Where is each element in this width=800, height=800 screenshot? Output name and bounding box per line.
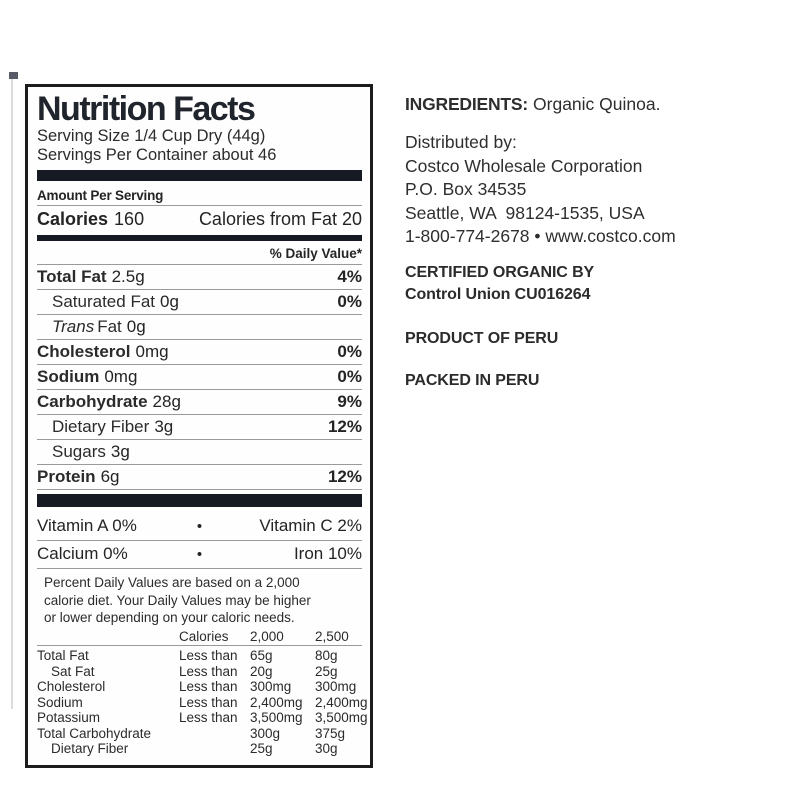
servings-per-container: Servings Per Container about 46 [37, 146, 277, 164]
reference-table-row: Dietary Fiber 25g 30g [51, 741, 338, 756]
nutrient-row-total-fat: Total Fat 2.5g 4% [37, 265, 362, 290]
daily-value-header: % Daily Value* [37, 244, 362, 265]
distributed-by-label: Distributed by: [405, 132, 517, 152]
distributor-po-box: P.O. Box 34535 [405, 179, 527, 199]
scan-artifact-line [11, 79, 13, 709]
reference-table-row: Total Fat Less than 65g 80g [37, 648, 338, 663]
nutrition-facts-panel: Nutrition Facts Serving Size 1/4 Cup Dry… [25, 84, 373, 768]
reference-values-table: Calories 2,000 2,500 Total Fat Less than… [37, 629, 368, 757]
divider-bar-thick [37, 494, 362, 507]
certified-organic-by: CERTIFIED ORGANIC BY [405, 263, 595, 281]
distributor-name: Costco Wholesale Corporation [405, 155, 643, 176]
reference-table-row: Sat Fat Less than 20g 25g [51, 663, 338, 679]
reference-table-row: Cholesterol Less than 300mg 300mg [37, 679, 357, 694]
reference-table-row: Sodium Less than 2,400mg 2,400mg [37, 694, 368, 710]
bullet-separator: • [196, 546, 203, 563]
product-info-panel: INGREDIENTS: Organic Quinoa. Distributed … [405, 93, 765, 390]
nutrient-row-sugars: Sugars 3g [37, 440, 362, 465]
nutrition-facts-title: Nutrition Facts [37, 90, 256, 128]
calories-label: Calories [37, 209, 109, 229]
micronutrient-row-vitamins: Vitamin A 0% • Vitamin C 2% [37, 513, 362, 541]
nutrient-row-dietary-fiber: Dietary Fiber 3g 12% [37, 415, 362, 440]
reference-table-row: Potassium Less than 3,500mg 3,500mg [37, 710, 368, 725]
nutrient-row-protein: Protein 6g 12% [37, 465, 362, 490]
certifier-id: Control Union CU016264 [405, 285, 591, 303]
serving-size: Serving Size 1/4 Cup Dry (44g) [37, 127, 266, 145]
bullet-separator: • [196, 518, 203, 535]
divider-bar-medium [37, 235, 362, 241]
ingredients-label: INGREDIENTS: [405, 94, 529, 114]
ingredients-line: INGREDIENTS: Organic Quinoa. [405, 93, 765, 115]
daily-values-footnote: Percent Daily Values are based on a 2,00… [44, 575, 311, 625]
nutrient-row-sodium: Sodium 0mg 0% [37, 365, 362, 390]
packed-in-peru: PACKED IN PERU [405, 371, 540, 389]
nutrient-row-saturated-fat: Saturated Fat 0g 0% [37, 290, 362, 315]
calories-value: 160 [114, 209, 145, 229]
scan-artifact-speck [9, 72, 18, 79]
distributor-city: Seattle, WA 98124-1535, USA [405, 202, 645, 223]
micronutrient-row-minerals: Calcium 0% • Iron 10% [37, 541, 362, 569]
calories-from-fat: Calories from Fat 20 [198, 209, 362, 229]
calories-row: Calories 160 Calories from Fat 20 [37, 206, 362, 232]
nutrient-row-trans-fat: Trans Fat 0g [37, 315, 362, 340]
divider-bar-thick [37, 170, 362, 181]
nutrient-row-carbohydrate: Carbohydrate 28g 9% [37, 390, 362, 415]
reference-table-row: Total Carbohydrate 300g 375g [37, 725, 346, 741]
product-of-peru: PRODUCT OF PERU [405, 329, 559, 347]
amount-per-serving-label: Amount Per Serving [37, 186, 362, 206]
reference-table-header: Calories 2,000 2,500 [37, 629, 362, 646]
certified-organic-block: CERTIFIED ORGANIC BY Control Union CU016… [405, 262, 765, 306]
distributor-phone-web: 1-800-774-2678 • www.costco.com [405, 226, 676, 246]
calories-cell: Calories 160 [37, 209, 144, 230]
nutrient-row-cholesterol: Cholesterol 0mg 0% [37, 340, 362, 365]
ingredients-value: Organic Quinoa. [533, 94, 661, 114]
